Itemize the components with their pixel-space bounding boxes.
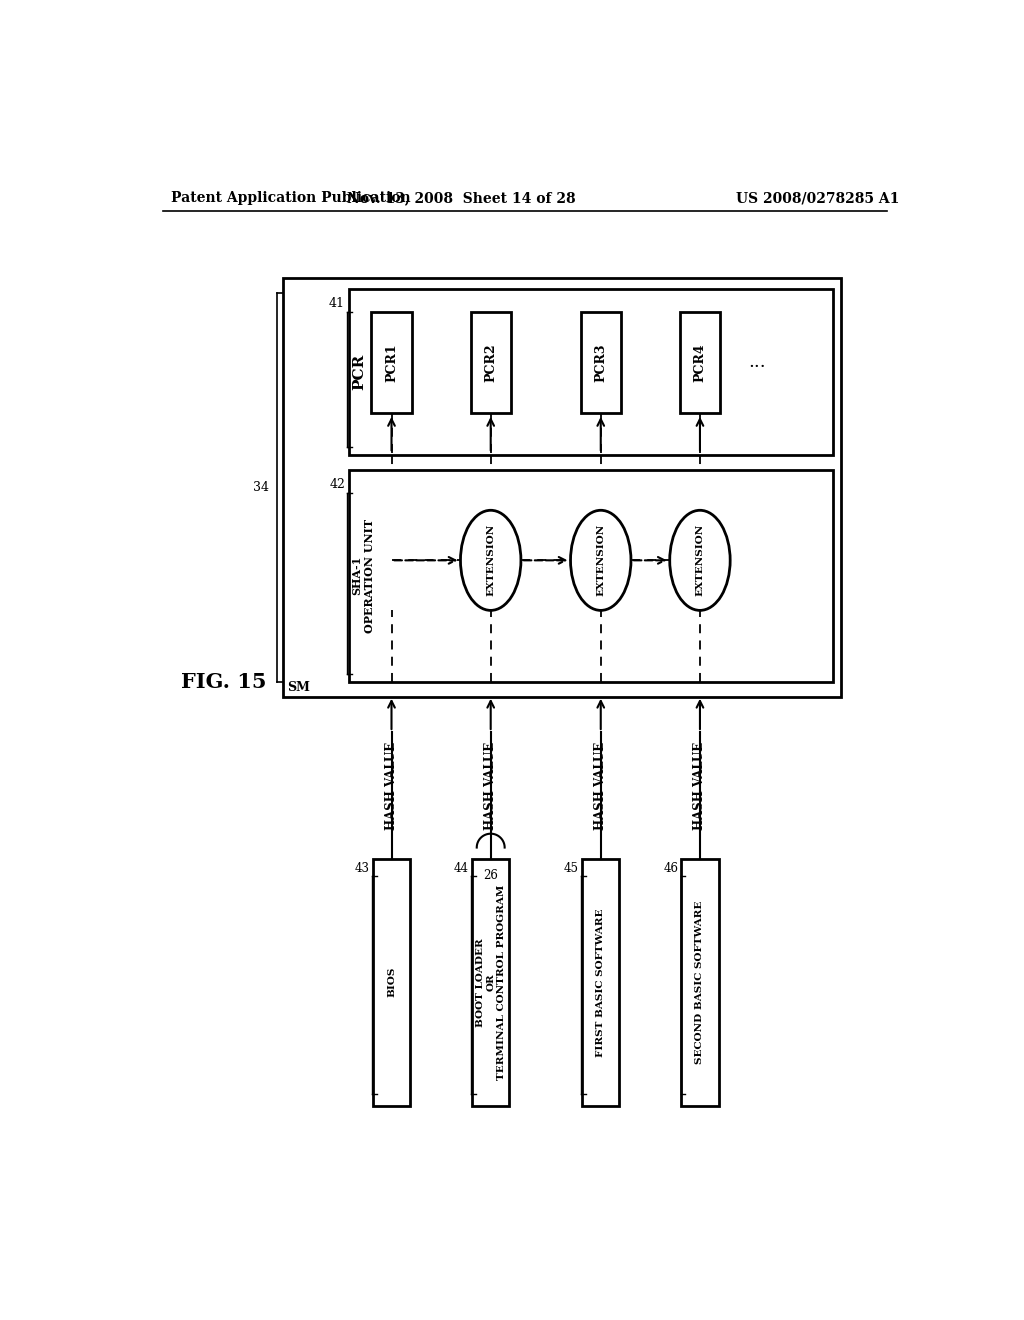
Text: SHA-1
OPERATION UNIT: SHA-1 OPERATION UNIT <box>351 519 375 632</box>
Bar <box>349 289 834 455</box>
Text: 46: 46 <box>664 862 678 875</box>
Text: PCR4: PCR4 <box>693 343 707 381</box>
Bar <box>472 859 509 1106</box>
Text: US 2008/0278285 A1: US 2008/0278285 A1 <box>736 191 899 206</box>
Text: FIRST BASIC SOFTWARE: FIRST BASIC SOFTWARE <box>596 908 605 1056</box>
Text: 43: 43 <box>354 862 370 875</box>
Text: 44: 44 <box>454 862 469 875</box>
Text: ...: ... <box>748 354 766 371</box>
Ellipse shape <box>461 511 521 610</box>
Text: BOOT LOADER
OR
TERMINAL CONTROL PROGRAM: BOOT LOADER OR TERMINAL CONTROL PROGRAM <box>476 884 506 1080</box>
Bar <box>349 470 834 682</box>
Bar <box>581 313 621 412</box>
Text: 34: 34 <box>253 480 269 494</box>
Text: Patent Application Publication: Patent Application Publication <box>171 191 411 206</box>
Bar <box>283 277 841 697</box>
Text: 45: 45 <box>564 862 579 875</box>
Ellipse shape <box>570 511 631 610</box>
Bar <box>372 313 412 412</box>
Ellipse shape <box>670 511 730 610</box>
Text: FIG. 15: FIG. 15 <box>180 672 266 692</box>
Bar <box>471 313 511 412</box>
Text: HASH VALUE: HASH VALUE <box>385 742 398 830</box>
Text: SECOND BASIC SOFTWARE: SECOND BASIC SOFTWARE <box>695 900 705 1064</box>
Bar <box>583 859 620 1106</box>
Text: 42: 42 <box>329 478 345 491</box>
Text: 26: 26 <box>483 869 498 882</box>
Text: PCR1: PCR1 <box>385 343 398 381</box>
Text: Nov. 13, 2008  Sheet 14 of 28: Nov. 13, 2008 Sheet 14 of 28 <box>347 191 575 206</box>
Bar <box>681 859 719 1106</box>
Text: EXTENSION: EXTENSION <box>695 524 705 597</box>
Bar <box>373 859 410 1106</box>
Bar <box>680 313 720 412</box>
Text: EXTENSION: EXTENSION <box>596 524 605 597</box>
Text: HASH VALUE: HASH VALUE <box>484 742 498 830</box>
Text: EXTENSION: EXTENSION <box>486 524 496 597</box>
Text: HASH VALUE: HASH VALUE <box>594 742 607 830</box>
Text: SM: SM <box>287 681 309 694</box>
Text: 41: 41 <box>329 297 345 310</box>
Text: PCR: PCR <box>352 354 367 389</box>
Text: PCR3: PCR3 <box>594 343 607 381</box>
Text: BIOS: BIOS <box>387 968 396 998</box>
Text: HASH VALUE: HASH VALUE <box>693 742 707 830</box>
Text: PCR2: PCR2 <box>484 343 498 381</box>
